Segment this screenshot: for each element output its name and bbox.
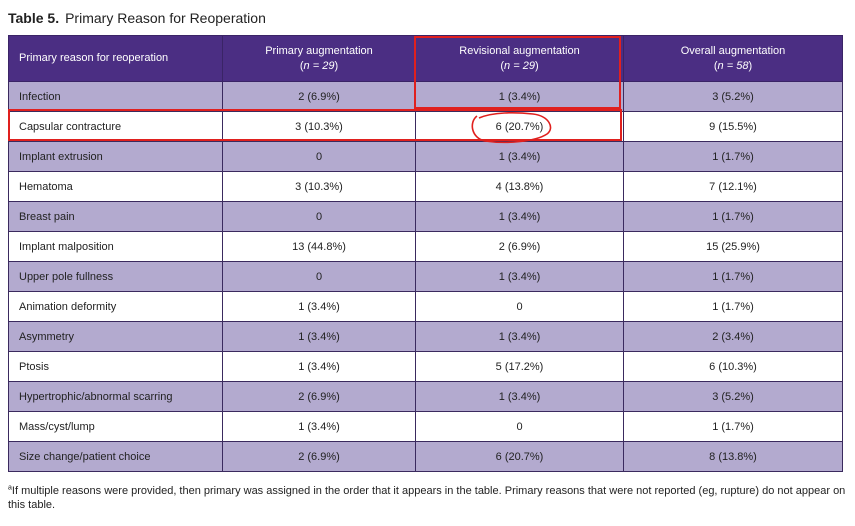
cell-revisional: 0	[415, 411, 624, 442]
table-row: Upper pole fullness 0 1 (3.4%) 1 (1.7%)	[8, 261, 843, 292]
cell-reason: Hematoma	[8, 171, 223, 202]
cell-reason: Capsular contracture	[8, 111, 223, 142]
cell-revisional: 6 (20.7%)	[415, 441, 624, 472]
reoperation-table: Primary reason for reoperation Primary a…	[8, 35, 843, 472]
table-number: Table 5.	[8, 10, 60, 26]
cell-primary: 2 (6.9%)	[222, 381, 416, 412]
cell-reason: Animation deformity	[8, 291, 223, 322]
table-title: Table 5. Primary Reason for Reoperation	[8, 10, 266, 26]
cell-reason: Asymmetry	[8, 321, 223, 352]
footnote-marker: a	[8, 484, 12, 492]
table-row: Implant extrusion 0 1 (3.4%) 1 (1.7%)	[8, 141, 843, 172]
cell-revisional: 2 (6.9%)	[415, 231, 624, 262]
table-row: Hematoma 3 (10.3%) 4 (13.8%) 7 (12.1%)	[8, 171, 843, 202]
cell-overall: 1 (1.7%)	[623, 291, 843, 322]
cell-reason: Upper pole fullness	[8, 261, 223, 292]
header-overall: Overall augmentation (n = 58)	[623, 35, 843, 82]
cell-overall: 1 (1.7%)	[623, 141, 843, 172]
cell-primary: 2 (6.9%)	[222, 441, 416, 472]
cell-reason: Hypertrophic/abnormal scarring	[8, 381, 223, 412]
header-row: Primary reason for reoperation Primary a…	[8, 35, 843, 82]
header-revisional: Revisional augmentation (n = 29)	[415, 35, 624, 82]
cell-revisional: 1 (3.4%)	[415, 81, 624, 112]
cell-overall: 8 (13.8%)	[623, 441, 843, 472]
cell-primary: 0	[222, 141, 416, 172]
cell-revisional: 4 (13.8%)	[415, 171, 624, 202]
table-row: Size change/patient choice 2 (6.9%) 6 (20.…	[8, 441, 843, 472]
cell-overall: 15 (25.9%)	[623, 231, 843, 262]
cell-revisional: 1 (3.4%)	[415, 201, 624, 232]
cell-overall: 6 (10.3%)	[623, 351, 843, 382]
table-row: Infection 2 (6.9%) 1 (3.4%) 3 (5.2%)	[8, 81, 843, 112]
cell-reason: Breast pain	[8, 201, 223, 232]
cell-primary: 3 (10.3%)	[222, 171, 416, 202]
cell-reason: Ptosis	[8, 351, 223, 382]
footnote: aIf multiple reasons were provided, then…	[8, 484, 848, 512]
cell-revisional: 1 (3.4%)	[415, 381, 624, 412]
table-caption: Primary Reason for Reoperation	[65, 10, 266, 26]
cell-primary: 0	[222, 201, 416, 232]
table-row: Mass/cyst/lump 1 (3.4%) 0 1 (1.7%)	[8, 411, 843, 442]
cell-revisional: 0	[415, 291, 624, 322]
table-row: Ptosis 1 (3.4%) 5 (17.2%) 6 (10.3%)	[8, 351, 843, 382]
header-primary: Primary augmentation (n = 29)	[222, 35, 416, 82]
cell-overall: 3 (5.2%)	[623, 81, 843, 112]
cell-revisional: 1 (3.4%)	[415, 141, 624, 172]
table-row: Implant malposition 13 (44.8%) 2 (6.9%) 15 …	[8, 231, 843, 262]
cell-overall: 9 (15.5%)	[623, 111, 843, 142]
cell-reason: Size change/patient choice	[8, 441, 223, 472]
table-row: Hypertrophic/abnormal scarring 2 (6.9%) 1 …	[8, 381, 843, 412]
cell-primary: 2 (6.9%)	[222, 81, 416, 112]
cell-revisional: 5 (17.2%)	[415, 351, 624, 382]
cell-reason: Implant extrusion	[8, 141, 223, 172]
cell-primary: 1 (3.4%)	[222, 291, 416, 322]
cell-overall: 1 (1.7%)	[623, 261, 843, 292]
cell-primary: 0	[222, 261, 416, 292]
table-row: Asymmetry 1 (3.4%) 1 (3.4%) 2 (3.4%)	[8, 321, 843, 352]
cell-revisional: 1 (3.4%)	[415, 261, 624, 292]
table-row: Animation deformity 1 (3.4%) 0 1 (1.7%)	[8, 291, 843, 322]
cell-overall: 1 (1.7%)	[623, 411, 843, 442]
cell-overall: 2 (3.4%)	[623, 321, 843, 352]
cell-revisional: 1 (3.4%)	[415, 321, 624, 352]
cell-overall: 3 (5.2%)	[623, 381, 843, 412]
cell-overall: 7 (12.1%)	[623, 171, 843, 202]
table-row: Breast pain 0 1 (3.4%) 1 (1.7%)	[8, 201, 843, 232]
cell-primary: 1 (3.4%)	[222, 411, 416, 442]
cell-primary: 13 (44.8%)	[222, 231, 416, 262]
cell-reason: Mass/cyst/lump	[8, 411, 223, 442]
table-row: Capsular contracture 3 (10.3%) 6 (20.7%) 9 …	[8, 111, 843, 142]
header-reason: Primary reason for reoperation	[8, 35, 223, 82]
cell-overall: 1 (1.7%)	[623, 201, 843, 232]
cell-revisional: 6 (20.7%)	[415, 111, 624, 142]
footnote-text: If multiple reasons were provided, then …	[8, 485, 846, 511]
cell-primary: 1 (3.4%)	[222, 351, 416, 382]
cell-reason: Implant malposition	[8, 231, 223, 262]
cell-primary: 3 (10.3%)	[222, 111, 416, 142]
cell-reason: Infection	[8, 81, 223, 112]
cell-primary: 1 (3.4%)	[222, 321, 416, 352]
